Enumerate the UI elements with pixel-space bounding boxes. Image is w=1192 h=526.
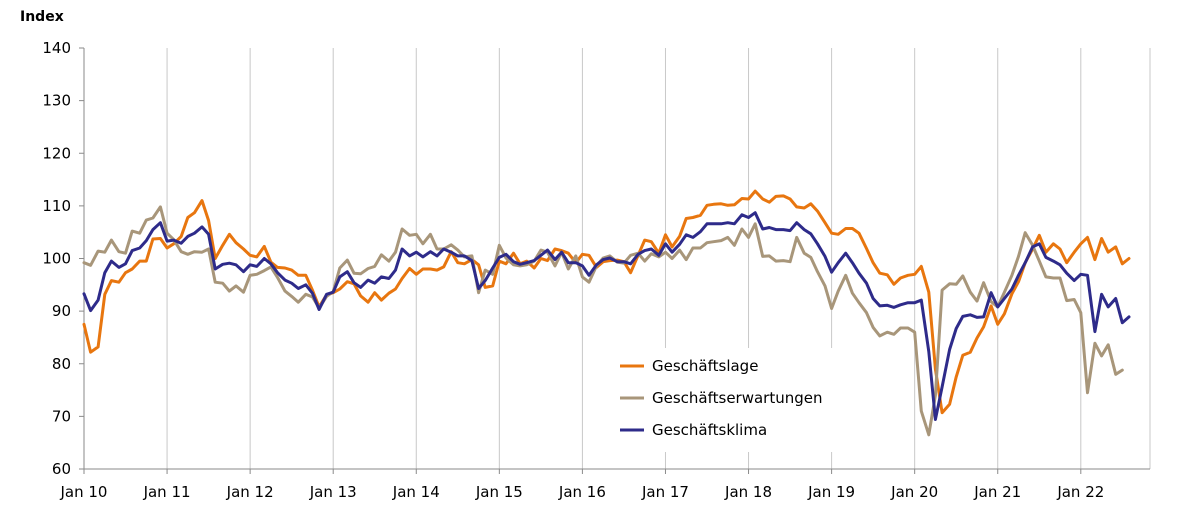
x-tick-label: Jan 17 — [641, 483, 689, 501]
x-tick-label: Jan 11 — [143, 483, 191, 501]
legend-label: Geschäftslage — [652, 357, 758, 375]
legend-label: Geschäftsklima — [652, 421, 767, 439]
series-line-1 — [82, 189, 1131, 415]
x-tick-label: Jan 16 — [558, 483, 606, 501]
y-axis-title: Index — [20, 9, 64, 25]
x-tick-label: Jan 22 — [1056, 483, 1104, 501]
y-tick-label: 70 — [52, 407, 71, 425]
x-tick-label: Jan 21 — [973, 483, 1021, 501]
y-tick-label: 140 — [42, 39, 71, 57]
x-tick-label: Jan 13 — [309, 483, 357, 501]
x-tick-labels: Jan 10 Jan 11 Jan 12 Jan 13 Jan 14 Jan 15 Jan … — [60, 483, 1105, 501]
legend-label: Geschäftserwartungen — [652, 389, 823, 407]
x-tick-label: Jan 10 — [60, 483, 108, 501]
legend: Geschäftslage Geschäftserwartungen Geschäf… — [604, 348, 854, 452]
x-tick-label: Jan 14 — [392, 483, 440, 501]
y-tick-label: 80 — [52, 355, 71, 373]
y-tick-labels: 60 70 80 90 100 110 120 130 140 — [42, 39, 71, 478]
y-tick-label: 100 — [42, 250, 71, 268]
x-tick-label: Jan 12 — [226, 483, 274, 501]
x-tick-label: Jan 18 — [724, 483, 772, 501]
y-tick-label: 120 — [42, 144, 71, 162]
series-line-2 — [82, 205, 1124, 437]
y-tick-label: 110 — [42, 197, 71, 215]
axes — [79, 47, 1150, 474]
x-tick-label: Jan 20 — [890, 483, 938, 501]
x-tick-label: Jan 19 — [807, 483, 855, 501]
legend-background — [604, 348, 854, 452]
y-tick-label: 60 — [52, 460, 71, 478]
series-line-3 — [82, 211, 1131, 421]
series-lines — [82, 189, 1131, 437]
y-tick-label: 90 — [52, 302, 71, 320]
y-tick-label: 130 — [42, 92, 71, 110]
x-tick-label: Jan 15 — [475, 483, 523, 501]
